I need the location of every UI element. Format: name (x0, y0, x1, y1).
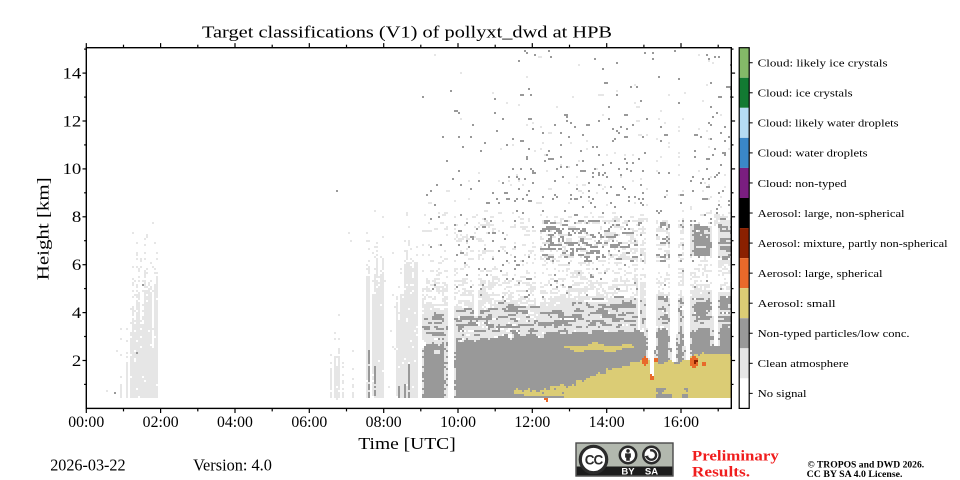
svg-text:06:00: 06:00 (291, 414, 327, 431)
svg-text:10:00: 10:00 (440, 414, 476, 431)
svg-text:6: 6 (72, 257, 82, 274)
svg-text:Version: 4.0: Version: 4.0 (193, 456, 272, 475)
svg-text:12: 12 (63, 113, 82, 130)
svg-text:2026-03-22: 2026-03-22 (50, 456, 125, 475)
svg-text:BY: BY (621, 467, 635, 478)
svg-text:Time [UTC]: Time [UTC] (358, 434, 455, 453)
svg-text:04:00: 04:00 (217, 414, 253, 431)
svg-text:14: 14 (63, 65, 82, 82)
svg-text:Cloud: likely ice crystals: Cloud: likely ice crystals (758, 58, 888, 70)
svg-text:Cloud: likely water droplets: Cloud: likely water droplets (758, 118, 899, 130)
svg-text:14:00: 14:00 (589, 414, 625, 431)
svg-text:Height [km]: Height [km] (33, 177, 52, 280)
svg-text:02:00: 02:00 (143, 414, 179, 431)
svg-text:Cloud: ice crystals: Cloud: ice crystals (758, 88, 853, 100)
svg-text:Aerosol: large, spherical: Aerosol: large, spherical (758, 268, 883, 280)
svg-text:2: 2 (72, 353, 81, 370)
svg-text:4: 4 (72, 305, 82, 322)
svg-text:Cloud: non-typed: Cloud: non-typed (758, 178, 848, 190)
svg-text:12:00: 12:00 (514, 414, 550, 431)
svg-text:Aerosol: mixture, partly non-s: Aerosol: mixture, partly non-spherical (758, 238, 948, 250)
svg-text:Target classifications (V1) of: Target classifications (V1) of pollyxt_d… (202, 23, 612, 42)
svg-text:Aerosol: small: Aerosol: small (758, 298, 836, 310)
svg-text:08:00: 08:00 (366, 414, 402, 431)
svg-text:Results.: Results. (692, 465, 750, 480)
svg-text:Clean atmosphere: Clean atmosphere (758, 358, 849, 370)
svg-text:CC: CC (585, 453, 604, 468)
svg-text:CC BY SA 4.0 License.: CC BY SA 4.0 License. (807, 469, 903, 480)
svg-text:10: 10 (63, 161, 82, 178)
svg-text:© TROPOS and DWD 2026.: © TROPOS and DWD 2026. (808, 459, 925, 470)
svg-text:Aerosol: large, non-spherical: Aerosol: large, non-spherical (758, 208, 905, 220)
svg-text:Non-typed particles/low conc.: Non-typed particles/low conc. (758, 328, 910, 340)
svg-text:No signal: No signal (758, 388, 807, 400)
svg-text:00:00: 00:00 (68, 414, 104, 431)
svg-text:8: 8 (72, 209, 82, 226)
svg-text:Preliminary: Preliminary (692, 448, 780, 464)
svg-text:Cloud: water droplets: Cloud: water droplets (758, 148, 868, 160)
svg-text:16:00: 16:00 (663, 414, 699, 431)
svg-text:SA: SA (645, 467, 658, 478)
